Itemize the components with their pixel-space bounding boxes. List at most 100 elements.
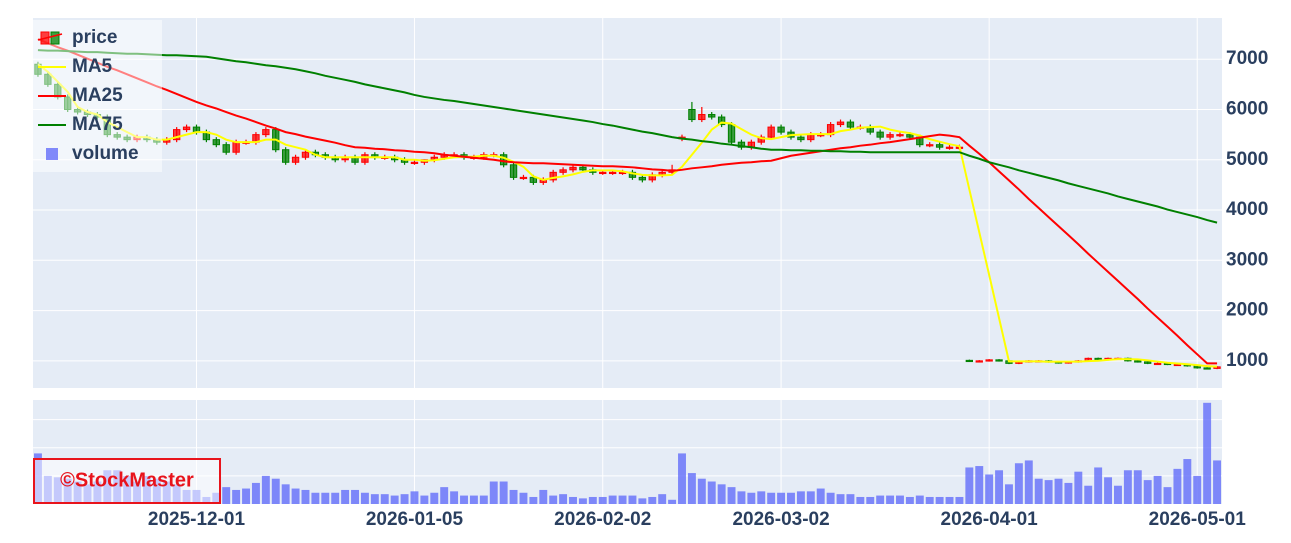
volume-bar [1104,477,1113,504]
candle-body [906,134,914,138]
candle-body [173,129,181,141]
ma-line [37,38,1218,365]
volume-bar [222,487,231,504]
volume-bar [648,496,657,504]
watermark-text: ©StockMaster [60,469,194,491]
volume-bar [440,487,449,504]
candle-body [1203,367,1211,370]
volume-bar [578,498,587,504]
volume-bar [539,489,548,504]
volume-bar [331,492,340,504]
volume-bar [450,491,459,504]
volume-bar [856,496,865,504]
volume-bar [836,494,845,504]
candle-body [975,360,983,363]
volume-bar [1213,460,1222,504]
candle-body [1144,361,1152,364]
volume-bar [380,494,389,504]
volume-bar [925,496,934,504]
candle-body [797,136,805,141]
volume-bar [995,470,1004,504]
volume-bar [1054,478,1063,504]
volume-bar [1123,470,1132,504]
volume-bar [678,453,686,504]
volume-bar [460,495,468,504]
volume-bar [618,495,627,504]
volume-bar [311,492,320,504]
legend-label: price [72,27,117,48]
volume-bar [767,492,776,504]
candle-body [737,141,746,148]
volume-bar [549,495,558,504]
volume-bar [499,481,508,504]
volume-bar [271,478,280,504]
x-tick-label: 2026-01-05 [366,509,464,530]
volume-bar [1133,470,1142,504]
candle-body [281,149,290,163]
volume-bar [390,495,399,504]
candle-body [688,108,696,121]
candle-body [727,124,736,143]
candle-body [886,134,894,138]
volume-bar [479,495,488,504]
volume-bar [905,496,914,504]
volume-bar [717,484,726,504]
candle-body [262,129,270,136]
volume-bar [1113,485,1122,504]
volume-bar [410,491,419,504]
candle-body [935,144,944,148]
y-tick-label: 7000 [1226,48,1268,69]
x-tick-label: 2026-04-01 [941,509,1039,530]
volume-bar [975,466,984,504]
candle-body [995,359,1003,362]
volume-bar [826,492,835,504]
volume-bar [232,489,241,504]
candle-body [559,169,567,173]
volume-bar [747,492,756,504]
volume-bar [886,495,895,504]
volume-bar [777,492,786,504]
candle-body [579,166,587,171]
volume-bar [796,491,805,504]
volume-bar [569,496,577,504]
volume-bar [430,492,439,504]
candle-body [767,126,775,138]
volume-bar [846,494,855,504]
volume-bar [787,492,795,504]
y-tick-label: 5000 [1226,149,1268,170]
candle-body [509,164,518,178]
volume-bar [598,496,607,504]
volume-bar [1034,478,1043,504]
candle-body [361,154,369,163]
volume-bar [757,491,766,504]
y-tick-label: 4000 [1226,199,1268,220]
candle-body [301,151,310,158]
volume-bar [351,489,359,504]
candle-body [876,131,884,138]
candle-body [965,359,974,363]
volume-bar [1064,482,1073,504]
volume-bar [658,494,667,504]
volume-bar [1153,475,1162,504]
candle-body [945,146,954,149]
volume-bar [400,494,409,504]
volume-bar [707,481,716,504]
volume-bar [1024,460,1033,504]
legend-label: MA5 [72,56,113,77]
legend: price MA5 MA25 MA75 volume [33,20,162,172]
volume-bar [687,473,696,504]
legend-label: volume [72,143,139,164]
volume-bar [509,489,518,504]
volume-bar [291,488,300,504]
legend-icon [50,31,60,45]
candle-body [291,156,300,163]
x-tick-label: 2026-02-02 [554,509,651,530]
volume-bar [668,499,677,504]
volume-bar [420,495,429,504]
volume-bar [816,488,825,504]
candle-body [499,154,508,166]
candle-body [896,134,904,137]
volume-bar [965,467,974,504]
volume-bar [945,496,954,504]
